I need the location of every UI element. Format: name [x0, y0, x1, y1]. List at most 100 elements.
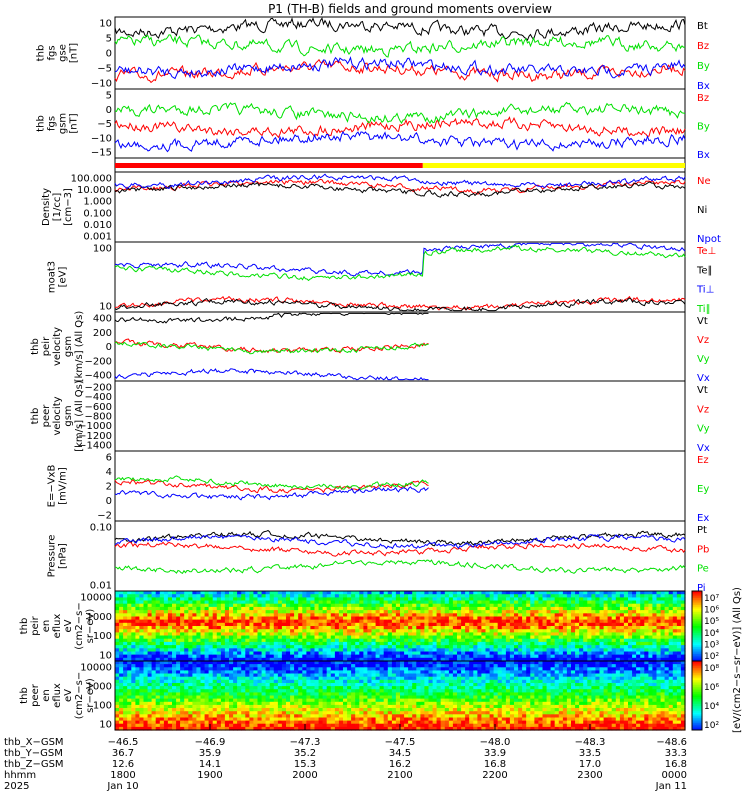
spectrogram-cell: [326, 613, 332, 618]
spectrogram-cell: [302, 610, 307, 614]
spectrogram-cell: [420, 603, 426, 608]
spectrogram-cell: [660, 626, 666, 630]
spectrogram-cell: [294, 673, 299, 678]
spectrogram-cell: [261, 603, 267, 608]
spectrogram-cell: [550, 648, 556, 653]
spectrogram-cell: [294, 704, 299, 709]
spectrogram-cell: [383, 594, 389, 598]
spectrogram-cell: [404, 603, 409, 608]
spectrogram-cell: [131, 689, 136, 693]
spectrogram-cell: [147, 600, 153, 605]
spectrogram-cell: [196, 616, 202, 621]
spectrogram-cell: [558, 648, 564, 653]
spectrogram-cell: [343, 698, 348, 703]
spectrogram-cell: [481, 603, 487, 608]
spectrogram-cell: [534, 657, 540, 662]
spectrogram-cell: [216, 622, 222, 627]
spectrogram-cell: [583, 657, 588, 662]
spectrogram-cell: [542, 645, 548, 649]
spectrogram-cell: [167, 692, 173, 697]
spectrogram-cell: [334, 692, 340, 697]
spectrogram-cell: [550, 645, 556, 649]
spectrogram-cell: [212, 638, 218, 643]
spectrogram-cell: [493, 641, 499, 646]
spectrogram-cell: [294, 603, 299, 608]
spectrogram-cell: [652, 613, 658, 618]
spectrogram-cell: [664, 635, 670, 640]
spectrogram-cell: [233, 594, 238, 598]
spectrogram-cell: [298, 726, 303, 731]
spectrogram-cell: [330, 645, 336, 649]
spectrogram-cell: [115, 708, 120, 712]
spectrogram-cell: [648, 641, 654, 646]
spectrogram-cell: [656, 635, 662, 640]
spectrogram-cell: [286, 597, 291, 602]
spectrogram-cell: [359, 645, 364, 649]
spectrogram-cell: [188, 648, 193, 653]
spectrogram-cell: [383, 629, 389, 633]
spectrogram-cell: [322, 648, 328, 653]
spectrogram-cell: [188, 689, 193, 693]
spectrogram-cell: [273, 698, 279, 703]
spectrogram-cell: [184, 651, 189, 656]
spectrogram-cell: [636, 635, 641, 640]
spectrogram-cell: [237, 591, 242, 595]
spectrogram-cell: [330, 676, 336, 681]
spectrogram-cell: [163, 683, 169, 687]
spectrogram-cell: [196, 704, 202, 709]
spectrogram-cell: [151, 651, 157, 656]
spectrogram-cell: [424, 591, 430, 595]
spectrogram-cell: [391, 723, 397, 728]
spectrogram-cell: [318, 622, 324, 627]
spectrogram-cell: [493, 645, 499, 649]
spectrogram-cell: [571, 594, 576, 598]
spectrogram-cell: [269, 629, 275, 633]
spectrogram-cell: [261, 626, 267, 630]
spectrogram-cell: [131, 635, 136, 640]
spectrogram-cell: [163, 635, 169, 640]
spectrogram-cell: [534, 613, 540, 618]
spectrogram-cell: [505, 629, 511, 633]
spectrogram-cell: [562, 597, 568, 602]
spectrogram-cell: [220, 610, 226, 614]
spectrogram-cell: [469, 654, 474, 659]
spectrogram-cell: [461, 613, 466, 618]
spectrogram-cell: [180, 711, 185, 715]
spectrogram-cell: [338, 661, 344, 665]
spectrogram-cell: [147, 695, 153, 700]
spectrogram-cell: [338, 695, 344, 700]
spectrogram-cell: [310, 698, 316, 703]
spectrogram-cell: [391, 679, 397, 684]
spectrogram-cell: [115, 689, 120, 693]
spectrogram-cell: [400, 613, 405, 618]
spectrogram-cell: [204, 613, 210, 618]
spectrogram-cell: [249, 616, 255, 621]
spectrogram-cell: [176, 704, 181, 709]
spectrogram-cell: [135, 606, 141, 611]
spectrogram-cell: [566, 641, 572, 646]
spectrogram-cell: [298, 667, 303, 671]
spectrogram-cell: [648, 629, 654, 633]
spectrogram-cell: [680, 654, 686, 659]
spectrogram-cell: [294, 676, 299, 681]
spectrogram-cell: [290, 683, 295, 687]
spectrogram-cell: [224, 638, 230, 643]
spectrogram-cell: [371, 708, 377, 712]
spectrogram-cell: [220, 689, 226, 693]
spectrogram-cell: [306, 661, 312, 665]
spectrogram-cell: [298, 704, 303, 709]
spectrogram-cell: [204, 708, 210, 712]
spectrogram-cell: [400, 597, 405, 602]
spectrogram-cell: [607, 594, 613, 598]
spectrogram-cell: [566, 597, 572, 602]
spectrogram-cell: [579, 606, 584, 611]
spectrogram-cell: [351, 591, 356, 595]
spectrogram-cell: [196, 714, 202, 718]
spectrogram-cell: [436, 600, 442, 605]
spectrogram-cell: [314, 704, 320, 709]
spectrogram-cell: [176, 667, 181, 671]
spectrogram-cell: [241, 597, 246, 602]
spectrogram-cell: [436, 638, 442, 643]
spectrogram-cell: [180, 594, 185, 598]
spectrogram-cell: [465, 613, 470, 618]
